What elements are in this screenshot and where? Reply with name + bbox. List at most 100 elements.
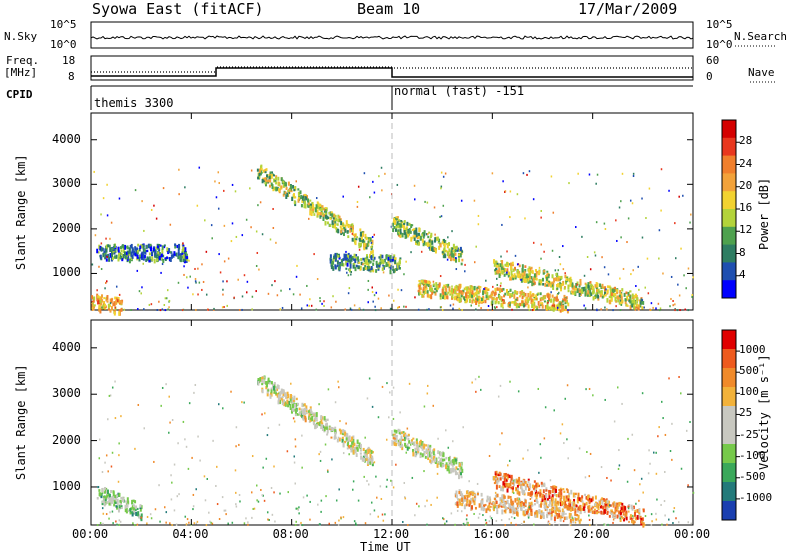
colorbar-swatch-1-3 xyxy=(722,387,736,407)
colorbar-tick-label-0-1: 24 xyxy=(739,156,753,170)
colorbar-swatch-0-5 xyxy=(722,209,736,228)
echo-speckle-1 xyxy=(96,375,695,527)
colorbar-swatch-1-5 xyxy=(722,425,736,445)
xtick-label-0: 00:00 xyxy=(72,527,109,541)
ytick-label-1-0: 4000 xyxy=(52,339,81,354)
colorbar-swatch-1-7 xyxy=(722,463,736,483)
echo-band-1-3 xyxy=(492,470,645,528)
cpid-label: CPID xyxy=(6,88,33,101)
power-colorbar-title: Power [dB] xyxy=(757,177,771,250)
xtick-label-5: 20:00 xyxy=(573,527,610,541)
ytick-label-0-2: 2000 xyxy=(52,220,81,235)
ytick-label-0-1: 3000 xyxy=(52,176,81,191)
cpid-segment-2: normal (fast) -151 xyxy=(394,84,525,98)
echo-speckle-0 xyxy=(91,166,694,312)
station-title: Syowa East (fitACF) xyxy=(92,0,264,18)
colorbar-swatch-1-6 xyxy=(722,444,736,464)
colorbar-tick-label-1-5: -100 xyxy=(739,448,766,462)
nave-tick-top: 60 xyxy=(706,54,720,67)
colorbar-tick-label-0-5: 8 xyxy=(739,245,746,259)
colorbar-swatch-0-3 xyxy=(722,173,736,192)
nsky-label: N.Sky xyxy=(4,30,38,43)
velocity-ylabel: Slant Range [km] xyxy=(14,364,28,480)
colorbar-tick-label-0-3: 16 xyxy=(739,201,753,214)
xtick-label-1: 04:00 xyxy=(172,527,209,541)
colorbar-swatch-0-1 xyxy=(722,137,736,157)
colorbar-swatch-0-8 xyxy=(722,262,736,281)
xtick-label-3: 12:00 xyxy=(373,527,410,541)
freq-label-2: [MHz] xyxy=(4,66,38,79)
nave-tick-bottom: 0 xyxy=(706,70,713,83)
beam-title: Beam 10 xyxy=(357,0,421,18)
colorbar-swatch-1-1 xyxy=(722,349,736,369)
noise-freq-strips xyxy=(90,21,775,110)
xtick-label-6: 00:00 xyxy=(674,527,711,541)
echo-band-0-3 xyxy=(329,252,402,275)
noise-tick-left-top: 10^5 xyxy=(50,18,77,31)
ytick-label-0-0: 4000 xyxy=(52,131,81,146)
ytick-label-1-3: 1000 xyxy=(52,478,81,493)
noise-tick-right-top: 10^5 xyxy=(706,18,733,31)
noise-tick-right-bottom: 10^0 xyxy=(706,38,733,51)
colorbar-swatch-1-2 xyxy=(722,368,736,388)
nave-label: Nave xyxy=(748,66,775,79)
noise-tick-left-bottom: 10^0 xyxy=(50,38,77,51)
colorbar-swatch-1-4 xyxy=(722,406,736,426)
colorbar-swatch-1-9 xyxy=(722,501,736,521)
cpid-segment-1: themis 3300 xyxy=(94,96,174,110)
colorbars xyxy=(721,119,740,521)
freq-tick-top: 18 xyxy=(62,54,76,67)
colorbar-tick-label-1-3: 25 xyxy=(739,406,753,420)
power-panel xyxy=(90,112,694,316)
echo-band-1-0 xyxy=(257,375,374,467)
colorbar-swatch-0-9 xyxy=(722,280,736,299)
ytick-label-1-2: 2000 xyxy=(52,432,81,447)
velocity-colorbar-title: Velocity [m s⁻¹] xyxy=(757,354,771,470)
echo-band-0-0 xyxy=(256,164,374,255)
colorbar-frame-1 xyxy=(721,329,737,521)
colorbar-tick-label-0-4: 12 xyxy=(739,223,753,237)
xtick-label-2: 08:00 xyxy=(272,527,309,541)
echo-band-1-4 xyxy=(96,485,143,522)
colorbar-tick-label-1-4: -25 xyxy=(739,427,759,441)
colorbar-swatch-1-8 xyxy=(722,482,736,502)
freq-line xyxy=(91,67,693,78)
ytick-label-1-1: 3000 xyxy=(52,386,81,401)
colorbar-0 xyxy=(721,119,740,299)
echo-band-0-5 xyxy=(493,259,645,311)
freq-label-1: Freq. xyxy=(6,54,40,67)
colorbar-swatch-0-0 xyxy=(722,120,736,139)
velocity-panel xyxy=(90,319,695,528)
colorbar-tick-label-1-0: 1000 xyxy=(739,343,766,357)
xtick-label-4: 16:00 xyxy=(473,527,510,541)
colorbar-swatch-0-2 xyxy=(722,155,736,174)
echo-band-0-6 xyxy=(91,293,124,316)
colorbar-tick-label-1-1: 500 xyxy=(739,364,759,378)
colorbar-swatch-0-7 xyxy=(722,244,736,263)
echo-band-0-1 xyxy=(392,216,464,266)
noise-sky-line xyxy=(90,35,694,40)
colorbar-tick-label-0-6: 4 xyxy=(739,267,746,281)
panel-frame-0 xyxy=(90,112,694,311)
colorbar-swatch-0-4 xyxy=(722,191,736,210)
echo-band-1-1 xyxy=(392,428,464,480)
noise-strip-frame xyxy=(90,21,694,49)
colorbar-tick-label-0-2: 20 xyxy=(739,178,753,192)
colorbar-tick-label-1-2: 100 xyxy=(739,385,759,399)
colorbar-swatch-1-0 xyxy=(722,330,736,350)
colorbar-tick-label-1-6: -500 xyxy=(739,469,766,483)
nave-dots xyxy=(91,66,692,73)
colorbar-tick-label-0-0: 28 xyxy=(739,134,753,148)
colorbar-swatch-0-6 xyxy=(722,226,736,246)
freq-strip-frame xyxy=(90,55,694,81)
date-title: 17/Mar/2009 xyxy=(578,0,678,18)
freq-tick-bottom: 8 xyxy=(68,70,75,83)
colorbar-1 xyxy=(721,329,740,521)
echo-band-0-2 xyxy=(96,243,189,264)
power-ylabel: Slant Range [km] xyxy=(14,154,28,270)
ytick-label-0-3: 1000 xyxy=(52,265,81,280)
x-axis-label: Time UT xyxy=(360,540,411,554)
nsearch-label: N.Search xyxy=(734,30,787,43)
colorbar-tick-label-1-7: -1000 xyxy=(739,490,773,504)
